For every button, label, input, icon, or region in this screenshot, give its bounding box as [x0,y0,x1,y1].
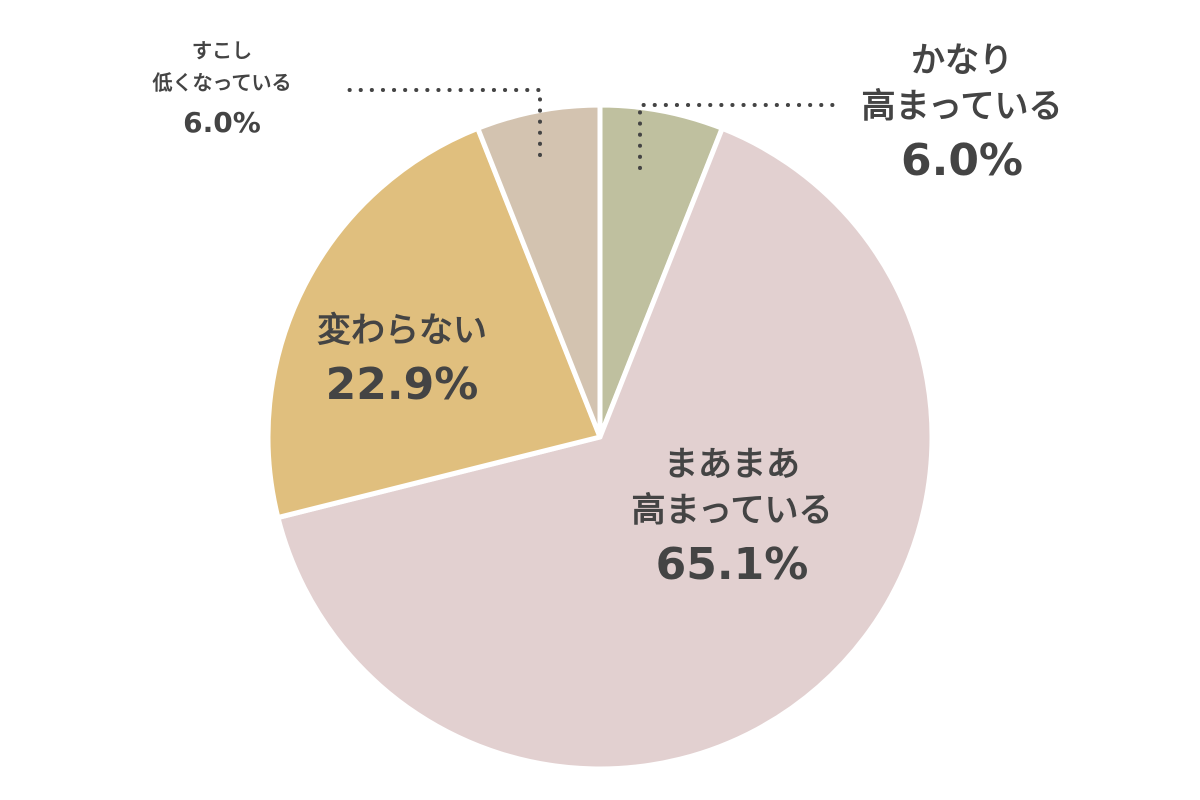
value-label: 65.1% [656,539,809,590]
slice-label: まあまあ [664,445,800,485]
value-label: 6.0% [901,135,1023,186]
slice-label: かなり [911,41,1013,81]
leader-line [638,103,842,170]
slice-label: 変わらない [317,311,487,351]
slice-label: すこし [192,39,252,63]
pie-slice [265,125,603,521]
pie-slice [475,102,603,440]
leader-lines [338,88,842,170]
slice-label: 高まっている [862,87,1063,127]
slice-label: 低くなっている [152,71,292,95]
slice-label: 高まっている [632,491,833,531]
value-label: 22.9% [326,359,479,410]
pie-slice [275,125,935,772]
leader-line [338,88,542,157]
value-label: 6.0% [183,106,261,139]
